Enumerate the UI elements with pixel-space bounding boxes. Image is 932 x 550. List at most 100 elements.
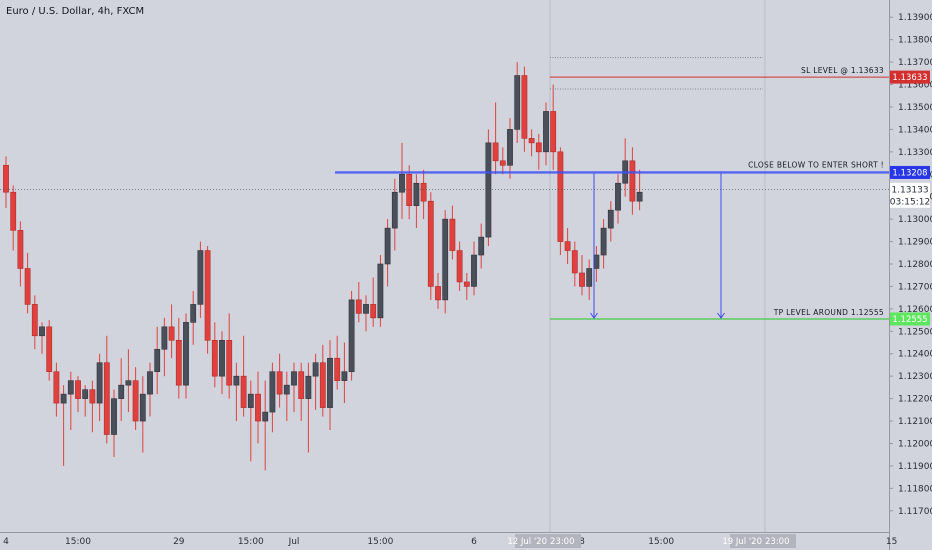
candlestick-series xyxy=(3,62,643,471)
candle-body xyxy=(147,371,153,395)
entry-price-label: 1.13208 xyxy=(892,168,927,178)
price-tick-label: 1.13300 xyxy=(898,148,932,158)
sl-price-label: 1.13633 xyxy=(892,73,927,83)
candle-body xyxy=(471,254,477,287)
candle-body xyxy=(168,326,175,341)
candle-body xyxy=(31,304,38,337)
time-tick-label: 15:00 xyxy=(65,537,91,547)
candle-body xyxy=(175,339,182,386)
entry-price-label-bg xyxy=(890,165,930,179)
candle-body xyxy=(384,227,391,265)
candle-body xyxy=(262,411,269,422)
candle-body xyxy=(211,339,218,377)
candle-body xyxy=(413,182,420,206)
candle-body xyxy=(399,173,405,193)
candle-body xyxy=(564,241,571,251)
candle-body xyxy=(363,304,369,314)
chart-title: Euro / U.S. Dollar, 4h, FXCM xyxy=(6,6,144,17)
target-arrow-head xyxy=(590,312,598,319)
sl-level-text: SL LEVEL @ 1.13633 xyxy=(801,66,884,75)
candle-body xyxy=(276,371,283,395)
candle-body xyxy=(535,142,542,153)
price-tick-label: 1.12300 xyxy=(898,372,932,382)
candle-body xyxy=(593,254,600,269)
candle-body xyxy=(492,142,499,162)
price-tick-label: 1.13000 xyxy=(898,215,932,225)
time-tick-label: 29 xyxy=(173,537,185,547)
candle-body xyxy=(607,209,614,229)
price-tick-label: 1.13800 xyxy=(898,36,932,46)
price-tick-label: 1.13900 xyxy=(898,13,932,23)
candle-body xyxy=(507,129,513,166)
candle-body xyxy=(39,326,45,337)
target-arrow-head xyxy=(717,312,725,319)
candle-body xyxy=(53,371,60,404)
time-tick-label: 15:00 xyxy=(238,537,264,547)
candle-body xyxy=(60,393,67,404)
candle-body xyxy=(89,389,96,404)
candle-body xyxy=(377,263,384,319)
axis-price-labels: 1.13633 1.13208 1.12555 1.13133 03:15:12 12 J… xyxy=(507,70,930,548)
time-label-2-date: 19 Jul '20 xyxy=(722,537,762,547)
price-axis[interactable]: 1.11700 1.11800 1.11900 1.12000 1.12100 1.122… xyxy=(889,13,932,517)
time-tick-label: 8 xyxy=(579,537,585,547)
price-tick-label: 1.13400 xyxy=(898,125,932,135)
candle-body xyxy=(341,371,348,381)
drawings-layer: SL LEVEL @ 1.13633 CLOSE BELOW TO ENTER S… xyxy=(0,57,889,320)
candle-body xyxy=(550,111,557,153)
time-label-2-clock: 23:00 xyxy=(765,537,790,547)
tp-price-label-bg xyxy=(890,312,930,326)
candle-body xyxy=(219,339,225,377)
price-tick-label: 1.12600 xyxy=(898,305,932,315)
candle-body xyxy=(543,111,549,153)
price-tick-label: 1.12100 xyxy=(898,417,932,427)
time-label-2-bg xyxy=(730,534,796,548)
candle-body xyxy=(154,348,161,372)
tp-price-label: 1.12555 xyxy=(892,315,927,325)
tp-level-text: TP LEVEL AROUND 1.12555 xyxy=(773,308,884,317)
time-tick-label: 15 xyxy=(886,537,897,547)
candle-body xyxy=(240,375,247,408)
candle-body xyxy=(427,200,434,287)
candle-body xyxy=(197,250,204,305)
candle-body xyxy=(46,326,53,372)
sl-price-label-bg xyxy=(890,70,930,84)
time-tick-label: 6 xyxy=(471,537,477,547)
price-tick-label: 1.11900 xyxy=(898,462,932,472)
candle-body xyxy=(600,227,607,256)
candle-body xyxy=(305,375,312,399)
candle-body xyxy=(298,371,305,399)
candle-body xyxy=(499,160,506,166)
price-tick-label: 1.12700 xyxy=(898,282,932,292)
candle-body xyxy=(233,375,240,386)
candle-body xyxy=(10,191,17,231)
candle-body xyxy=(103,362,110,435)
candle-body xyxy=(355,299,362,314)
candle-body xyxy=(17,230,24,269)
time-label-1-date: 12 Jul '20 xyxy=(507,537,547,547)
candle-body xyxy=(82,389,89,399)
price-tick-label: 1.12200 xyxy=(898,395,932,405)
candle-body xyxy=(579,272,585,287)
candle-body xyxy=(75,380,81,399)
candle-body xyxy=(370,304,377,319)
candle-body xyxy=(269,371,276,413)
candle-body xyxy=(125,380,132,386)
price-tick-label: 1.12500 xyxy=(898,327,932,337)
candle-body xyxy=(3,164,9,193)
candle-body xyxy=(629,160,636,202)
candle-body xyxy=(442,218,449,301)
price-tick-label: 1.13700 xyxy=(898,58,932,68)
candle-body xyxy=(67,380,74,395)
candle-body xyxy=(485,142,492,238)
current-price-label: 1.13133 xyxy=(891,185,928,195)
candle-body xyxy=(327,357,333,408)
candle-body xyxy=(478,236,485,256)
candle-body xyxy=(190,304,197,323)
price-tick-label: 1.11800 xyxy=(898,484,932,494)
candle-body xyxy=(514,75,521,130)
price-tick-label: 1.12000 xyxy=(898,439,932,449)
